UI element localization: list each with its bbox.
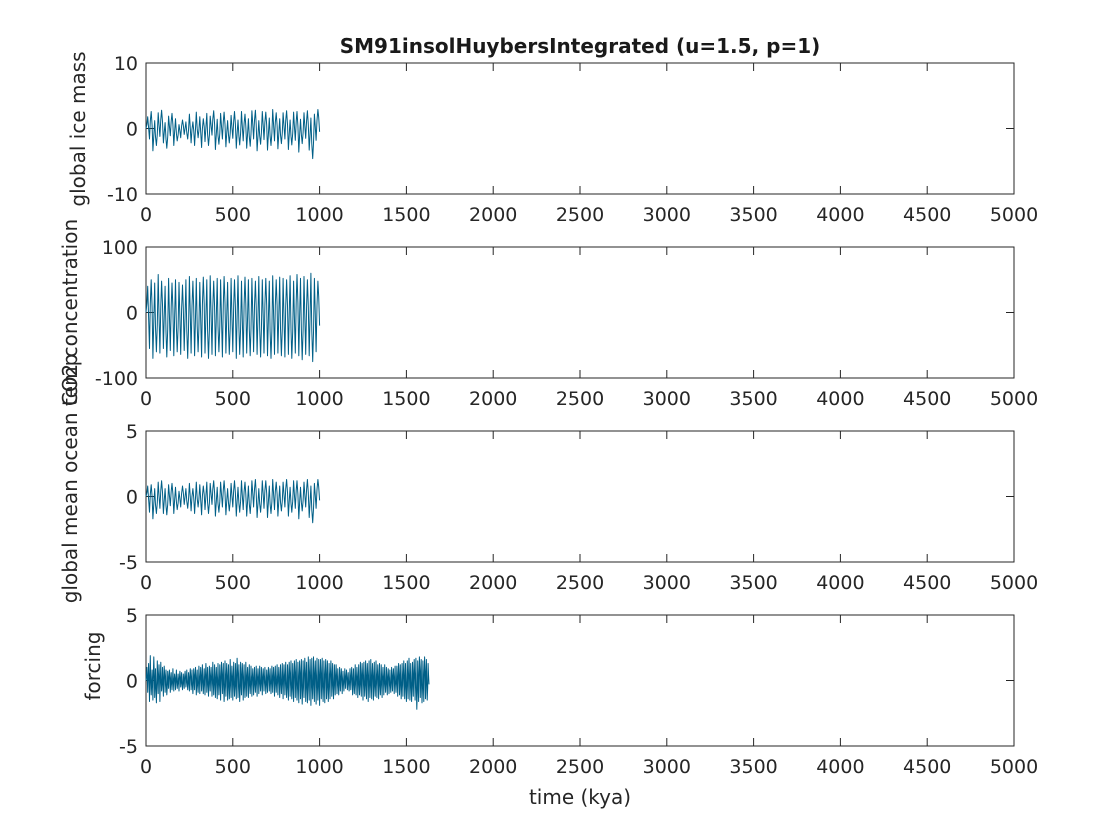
x-tick-label: 4000 [816,572,864,594]
x-tick-label: 500 [215,756,251,778]
y-tick-label: 0 [126,671,138,693]
x-tick-label: 2000 [469,388,517,410]
y-tick-label: 5 [126,421,138,443]
x-tick-label: 3000 [643,204,691,226]
y-axis-label: CO2 concentration [58,219,82,406]
x-tick-label: 3500 [729,572,777,594]
panel-2: 0 500 1000 1500 2000 2500 3000 3500 4000 4500 5000… [58,219,1038,410]
x-tick-label: 4000 [816,756,864,778]
chart-title: SM91insolHuybersIntegrated (u=1.5, p=1) [340,34,821,58]
x-tick-label: 2500 [556,204,604,226]
x-tick-label: 1000 [295,572,343,594]
x-tick-label: 1000 [295,204,343,226]
y-tick-label: -5 [119,736,138,758]
x-tick-label: 2000 [469,204,517,226]
y-tick-label: -100 [95,368,138,390]
x-tick-label: 4000 [816,388,864,410]
x-tick-label: 500 [215,388,251,410]
x-tick-label: 500 [215,572,251,594]
x-tick-label: 1000 [295,756,343,778]
series-line-1 [145,109,321,160]
plot-frame [145,430,1015,563]
x-axis-label: time (kya) [529,785,631,809]
x-tick-label: 2000 [469,572,517,594]
x-tick-label: 1500 [382,756,430,778]
x-tick-label: 0 [140,756,152,778]
y-tick-label: 0 [126,303,138,325]
x-tick-label: 1500 [382,572,430,594]
plot-frame [145,62,1015,195]
plot-frame [145,246,1015,379]
x-tick-label: 4000 [816,204,864,226]
x-tick-label: 4500 [903,388,951,410]
x-tick-label: 1500 [382,204,430,226]
x-tick-label: 5000 [990,756,1038,778]
x-tick-label: 3000 [643,388,691,410]
x-tick-label: 2500 [556,756,604,778]
x-tick-label: 4500 [903,756,951,778]
y-axis-label: forcing [81,632,105,701]
x-tick-label: 5000 [990,204,1038,226]
y-tick-label: 10 [114,53,138,75]
y-axis-label: global mean ocean temp [58,354,82,604]
y-tick-label: 5 [126,605,138,627]
panel-1: 0 500 1000 1500 2000 2500 3000 3500 4000 4500 5000… [66,51,1038,226]
y-tick-label: -10 [107,184,138,206]
x-tick-label: 1500 [382,388,430,410]
x-tick-label: 3500 [729,388,777,410]
series-line-1 [145,479,321,524]
y-tick-label: 0 [126,487,138,509]
y-tick-label: 0 [126,119,138,141]
x-tick-label: 2500 [556,388,604,410]
panel-4: 0 500 1000 1500 2000 2500 3000 3500 4000 4500 5000… [81,605,1038,778]
series-line-1 [145,655,430,710]
x-tick-label: 3000 [643,572,691,594]
x-tick-label: 0 [140,388,152,410]
series-line-1 [145,272,321,363]
x-tick-label: 3500 [729,204,777,226]
panel-3: 0 500 1000 1500 2000 2500 3000 3500 4000 4500 5000… [58,354,1038,604]
x-tick-label: 0 [140,572,152,594]
x-tick-label: 5000 [990,572,1038,594]
x-tick-label: 3000 [643,756,691,778]
x-tick-label: 2500 [556,572,604,594]
y-tick-label: -5 [119,552,138,574]
x-tick-label: 500 [215,204,251,226]
x-tick-label: 3500 [729,756,777,778]
y-tick-label: 100 [102,237,138,259]
x-tick-label: 0 [140,204,152,226]
x-tick-label: 5000 [990,388,1038,410]
x-tick-label: 4500 [903,204,951,226]
x-tick-label: 2000 [469,756,517,778]
x-tick-label: 1000 [295,388,343,410]
y-axis-label: global ice mass [66,51,90,206]
x-tick-label: 4500 [903,572,951,594]
